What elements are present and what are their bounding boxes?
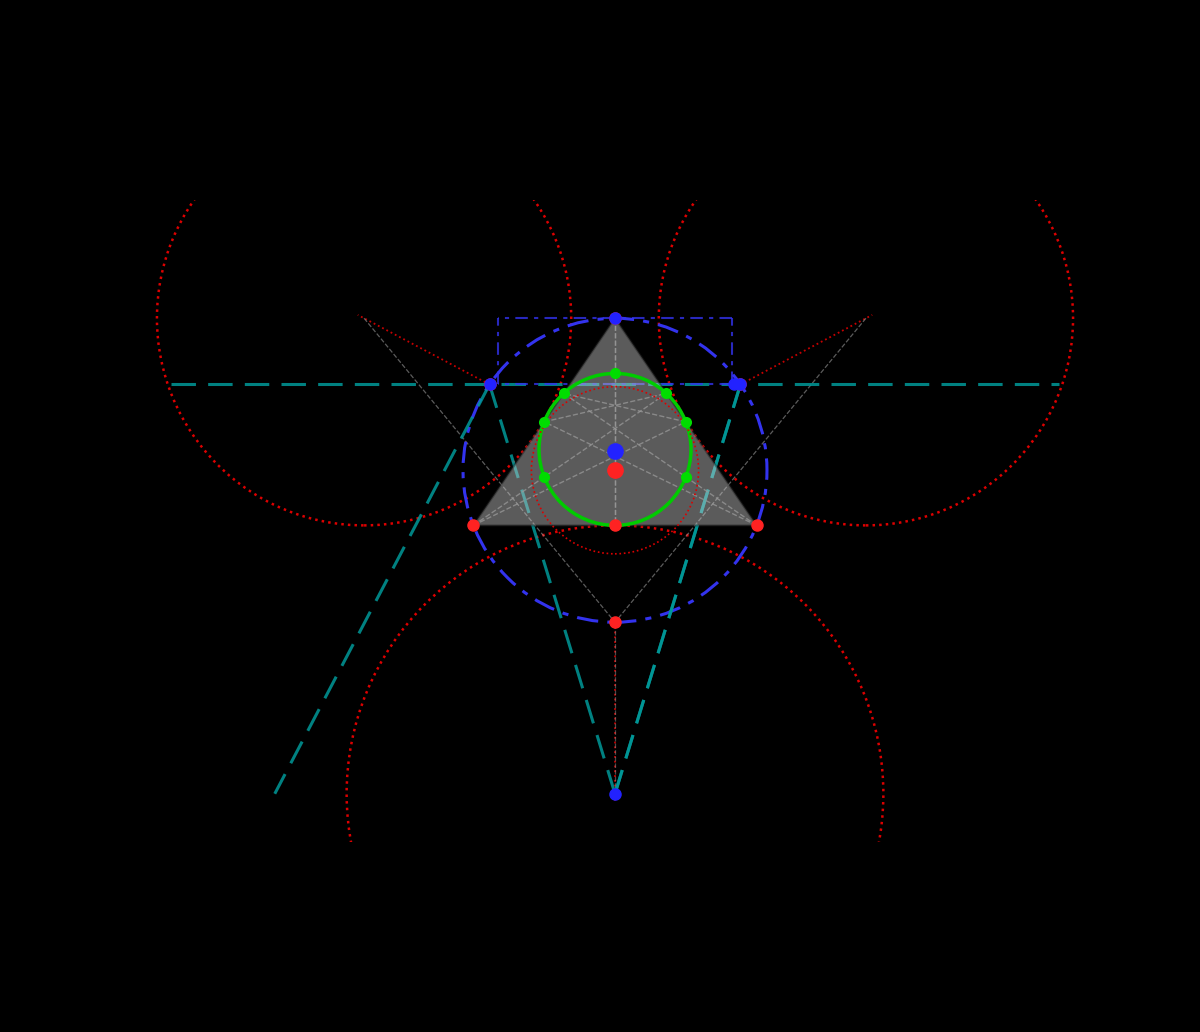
Polygon shape (473, 318, 757, 525)
